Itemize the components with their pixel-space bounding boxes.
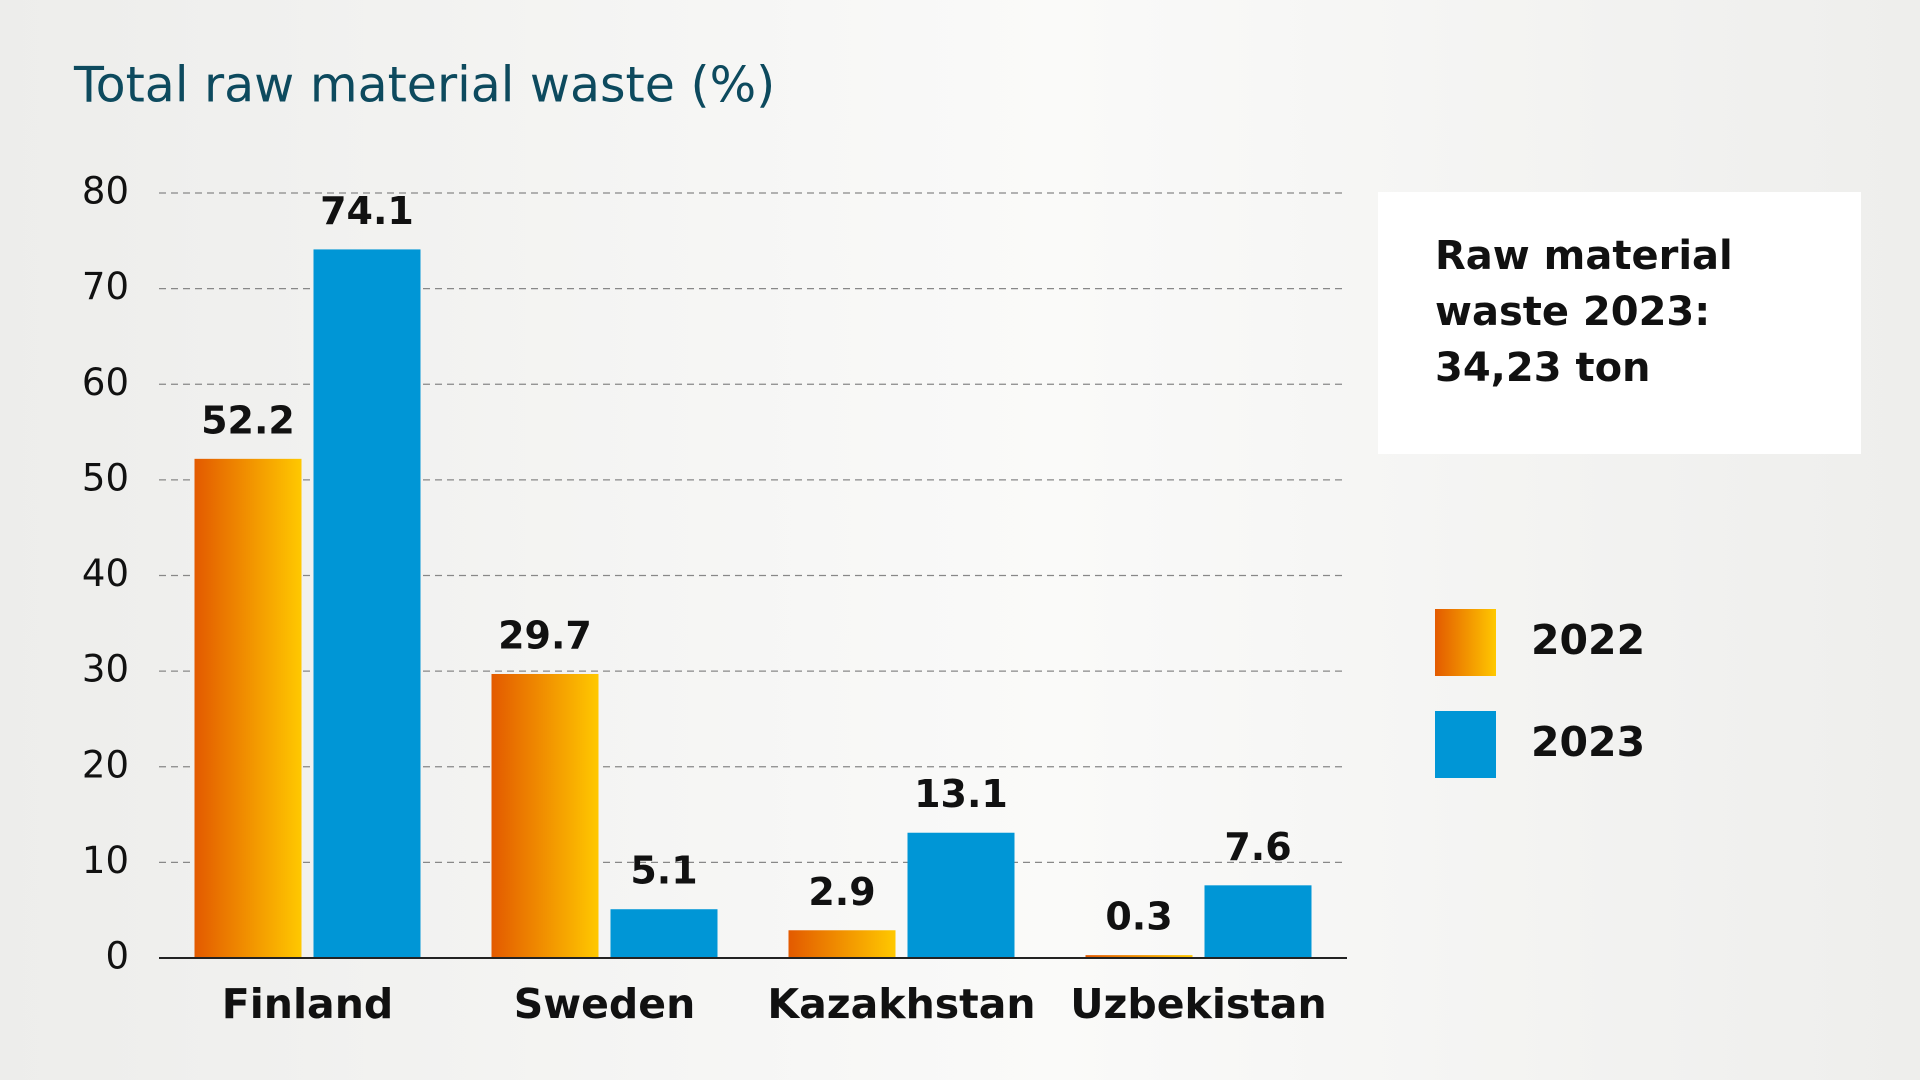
value-label: 13.1 <box>914 772 1008 816</box>
bar <box>194 458 302 958</box>
annotation: Raw material waste 2023: 34,23 ton <box>1378 192 1861 454</box>
bar <box>1204 885 1312 958</box>
bar <box>1085 955 1193 958</box>
value-label: 29.7 <box>498 613 592 657</box>
value-label: 74.1 <box>320 189 414 233</box>
x-tick-label: Sweden <box>514 980 696 1028</box>
y-tick-label: 40 <box>82 552 129 595</box>
legend-swatch <box>1435 711 1496 778</box>
legend-label: 2022 <box>1531 616 1645 664</box>
y-tick-label: 80 <box>82 170 129 213</box>
y-tick-label: 50 <box>82 456 129 499</box>
y-tick-label: 10 <box>82 839 129 882</box>
bar <box>788 930 896 958</box>
bar <box>491 673 599 958</box>
x-tick-label: Kazakhstan <box>767 980 1035 1028</box>
y-tick-label: 30 <box>82 648 129 691</box>
chart-title: Total raw material waste (%) <box>73 57 775 114</box>
y-tick-label: 70 <box>82 265 129 308</box>
value-label: 7.6 <box>1224 825 1291 869</box>
legend-swatch <box>1435 609 1496 676</box>
x-tick-label: Uzbekistan <box>1070 980 1327 1028</box>
y-tick-label: 0 <box>105 935 129 978</box>
y-tick-label: 20 <box>82 743 129 786</box>
value-label: 2.9 <box>808 870 875 914</box>
bar <box>610 909 718 958</box>
value-label: 0.3 <box>1105 895 1172 939</box>
value-label: 52.2 <box>201 398 295 442</box>
y-tick-label: 60 <box>82 361 129 404</box>
value-label: 5.1 <box>630 849 697 893</box>
x-tick-label: Finland <box>222 980 394 1028</box>
legend-label: 2023 <box>1531 718 1645 766</box>
bar <box>313 249 421 958</box>
bar <box>907 832 1015 958</box>
